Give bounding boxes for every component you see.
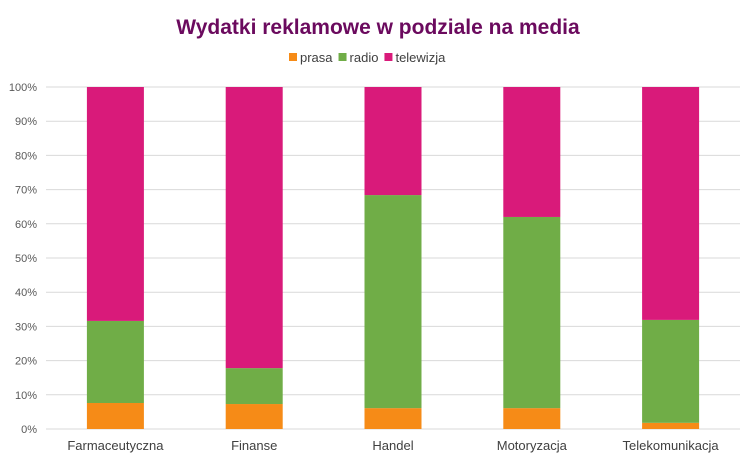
- bar-prasa: [642, 422, 700, 429]
- bar-radio: [503, 216, 561, 409]
- x-category-label: Finanse: [231, 438, 277, 453]
- legend-swatch-prasa: [289, 53, 297, 61]
- legend-swatch-radio: [338, 53, 347, 61]
- x-category-label: Handel: [372, 438, 413, 453]
- bar-prasa: [503, 408, 561, 429]
- bars: [86, 87, 700, 429]
- chart-title: Wydatki reklamowe w podziale na media: [176, 16, 580, 39]
- bar-prasa: [364, 408, 422, 429]
- y-tick-label: 30%: [15, 321, 37, 333]
- legend-label-radio: radio: [350, 50, 379, 65]
- bar-telewizja: [364, 87, 422, 196]
- x-category-label: Telekomunikacja: [623, 438, 720, 453]
- bar-radio: [225, 368, 283, 405]
- legend-label-telewizja: telewizja: [395, 50, 446, 65]
- bar-telewizja: [86, 87, 144, 321]
- y-tick-label: 40%: [15, 287, 37, 299]
- y-axis: 0% 10% 20% 30% 40% 50% 60% 70% 80% 90% 100%: [9, 82, 37, 436]
- legend-swatch-telewizja: [384, 53, 393, 61]
- y-tick-label: 60%: [15, 219, 37, 231]
- y-tick-label: 0%: [21, 424, 37, 436]
- bar-radio: [642, 319, 700, 423]
- bar-telewizja: [642, 87, 700, 320]
- bar-telewizja: [503, 87, 561, 217]
- x-category-label: Farmaceutyczna: [67, 438, 164, 453]
- bar-radio: [86, 320, 144, 404]
- y-tick-label: 80%: [15, 150, 37, 162]
- y-tick-label: 100%: [9, 82, 37, 94]
- bar-telewizja: [225, 87, 283, 369]
- legend: prasa radio telewizja: [289, 50, 446, 65]
- y-tick-label: 90%: [15, 116, 37, 128]
- bar-prasa: [86, 403, 144, 429]
- y-tick-label: 10%: [15, 390, 37, 402]
- y-tick-label: 70%: [15, 185, 37, 197]
- bar-radio: [364, 195, 422, 409]
- x-category-label: Motoryzacja: [497, 438, 568, 453]
- y-tick-label: 20%: [15, 356, 37, 368]
- legend-label-prasa: prasa: [300, 50, 333, 65]
- bar-prasa: [225, 404, 283, 429]
- x-axis: Farmaceutyczna Finanse Handel Motoryzacja Te…: [67, 438, 719, 453]
- y-tick-label: 50%: [15, 253, 37, 265]
